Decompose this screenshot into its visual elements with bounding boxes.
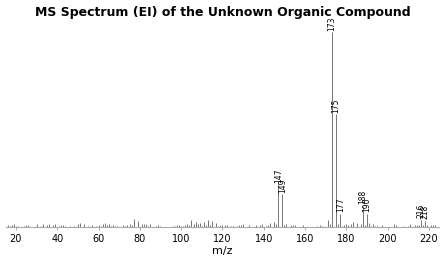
Text: 218: 218: [421, 205, 429, 219]
Text: 147: 147: [274, 168, 283, 183]
Text: 149: 149: [278, 178, 287, 193]
Text: 175: 175: [331, 98, 341, 113]
Text: 177: 177: [336, 198, 345, 212]
Title: MS Spectrum (EI) of the Unknown Organic Compound: MS Spectrum (EI) of the Unknown Organic …: [35, 6, 410, 19]
Text: 188: 188: [359, 190, 368, 204]
Text: 190: 190: [363, 198, 372, 212]
Text: 173: 173: [327, 16, 336, 31]
Text: 216: 216: [416, 204, 425, 218]
X-axis label: m/z: m/z: [212, 247, 233, 256]
